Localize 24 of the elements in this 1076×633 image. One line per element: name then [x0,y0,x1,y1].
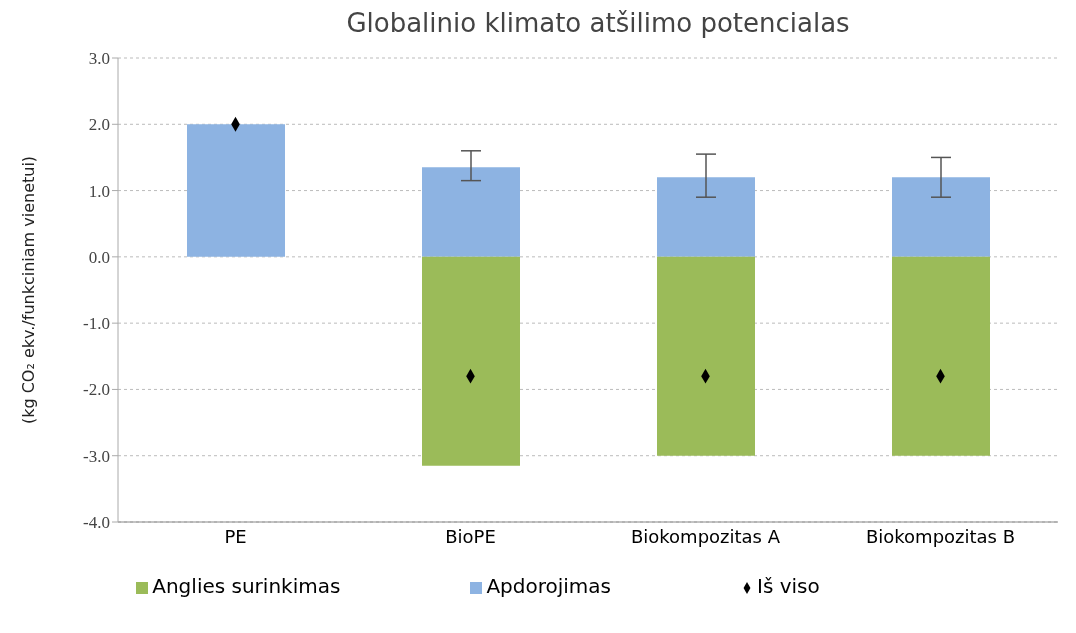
legend-label: Apdorojimas [486,574,611,598]
bar [187,124,285,257]
y-tick-label: -1.0 [83,314,110,334]
bar [892,177,990,257]
bar [892,256,990,456]
legend-label: Anglies surinkimas [152,574,341,598]
x-tick-label: Biokompozitas A [630,525,781,547]
y-tick-label: -4.0 [83,513,110,533]
chart-title: Globalinio klimato atšilimo potencialas [345,8,851,38]
y-tick-label: -3.0 [83,446,110,466]
x-tick-label: BioPE [445,525,496,547]
y-tick-label: 2.0 [88,115,110,135]
x-tick-label: Biokompozitas B [865,525,1016,547]
bar [657,256,755,456]
bar [422,256,520,466]
y-tick-label: 0.0 [88,247,110,267]
legend-label: Iš viso [756,574,820,598]
x-tick-label: PE [224,525,247,547]
y-tick-label: 3.0 [88,49,110,69]
y-tick-label: -2.0 [83,380,110,400]
bar [422,167,520,257]
y-tick-label: 1.0 [88,181,110,201]
y-axis-title: (kg CO₂ ekv./funkciniam vienetui) [18,155,38,425]
bar [657,177,755,257]
